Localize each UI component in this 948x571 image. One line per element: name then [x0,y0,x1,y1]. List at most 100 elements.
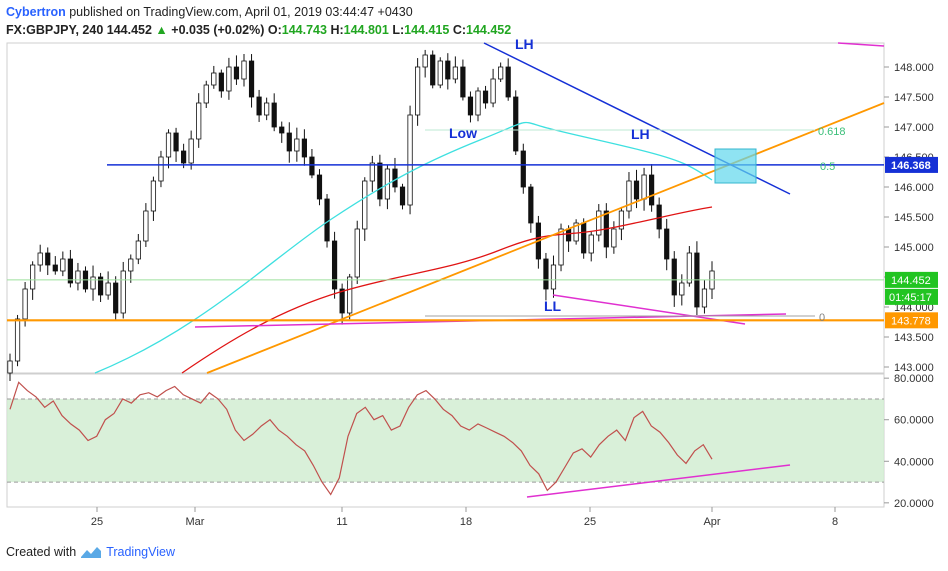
candle-body [165,132,172,158]
candle-body [14,318,21,362]
candle-body [581,222,587,254]
candle-body [482,90,489,104]
fib-0-label: 0 [819,312,825,324]
support-price-box [885,312,938,329]
candle-body [294,138,300,152]
candle-body [233,66,240,80]
high-label: H: [330,23,344,37]
cyan-moving-average [94,121,713,374]
candle-body [354,228,360,278]
candle-body [528,186,534,224]
created-with-text: Created with [6,545,77,559]
candle-body [256,96,262,116]
annotation-lh-mid: LH [631,126,650,142]
author-name[interactable]: Cybertron [6,5,66,19]
tradingview-brand[interactable]: TradingView [106,545,175,559]
candle-body [143,210,149,242]
candle-body [316,174,323,200]
candle-body [128,258,134,272]
candle-body [37,252,43,266]
candle-body [399,186,406,206]
price-tick-label: 145.000 [894,242,934,254]
candle-body [67,258,73,284]
candle-body [611,228,617,248]
candle-body [211,72,217,86]
last-price: 144.452 [106,23,152,37]
candle-body [618,210,625,230]
price-pane[interactable] [6,42,885,374]
high-value: 144.801 [343,23,389,37]
fib-0618-label: 0.618 [818,126,846,138]
candle-body [475,90,481,116]
time-tick-label: 11 [336,516,347,528]
time-tick-label: 25 [91,516,103,528]
annotation-low: Low [449,125,477,141]
price-tick-label: 146.000 [894,182,934,194]
candle-body [347,276,353,314]
candle-body [664,228,670,260]
candle-body [188,138,194,164]
candle-body [505,66,511,98]
chart-header-publish: Cybertron published on TradingView.com, … [6,5,413,19]
candle-body [301,138,307,158]
price-tick-label: 143.500 [894,332,934,344]
resistance-price-label: 146.368 [891,160,931,172]
target-box [714,148,757,184]
rsi-trendline [526,464,791,498]
candle-body [573,222,579,242]
candle-body [248,60,255,98]
close-value: 144.452 [466,23,512,37]
low-label: L: [392,23,405,37]
candle-body [173,132,179,152]
magenta-ll-line [552,294,746,325]
candle-body [279,126,285,134]
price-tick-label: 148.000 [894,62,934,74]
open-label: O: [267,23,282,37]
candle-body [437,60,443,86]
candle-body [377,162,383,200]
candle-body [460,66,466,98]
candle-body [52,264,58,272]
candle-body [498,66,504,80]
tradingview-logo-icon [81,547,102,558]
candle-body [686,252,692,284]
candle-body [565,228,572,242]
price-tick-label: 143.000 [894,362,934,374]
price-tick-label: 144.000 [894,302,934,314]
last-price-label: 144.452 [891,275,931,287]
candle-body [7,360,13,374]
symbol-label: FX:GBPJPY, 240 [6,23,104,37]
rsi-tick-label: 60.0000 [894,415,934,427]
candle-body [60,258,66,272]
time-tick-label: 25 [584,516,596,528]
candle-body [286,132,292,152]
candle-body [30,264,36,290]
last-price-box [885,271,938,288]
published-text: published on TradingView.com, April 01, … [69,5,413,19]
footer: Created with TradingView [6,545,175,559]
candle-body [150,180,157,212]
candle-body [520,150,526,188]
candle-body [362,180,368,230]
annotation-ll: LL [544,298,562,314]
candle-body [120,270,126,314]
candle-body [196,102,202,140]
candle-body [633,180,640,200]
resistance-price-box [885,156,938,173]
candle-body [271,102,277,128]
time-axis[interactable]: 25 Mar 11 18 25 Apr 8 [91,507,838,528]
candle-body [649,174,655,206]
rsi-tick-label: 20.0000 [894,498,934,510]
candle-body [105,282,111,296]
candle-body [158,156,164,182]
rsi-axis[interactable]: 80.0000 60.0000 40.0000 20.0000 [884,373,934,510]
close-label: C: [452,23,467,37]
candle-body [241,60,247,80]
candle-body [218,72,224,92]
candle-body [467,96,474,116]
candle-body [331,240,338,290]
candle-body [75,270,81,284]
rsi-tick-label: 40.0000 [894,456,934,468]
time-tick-label: Mar [186,516,205,528]
